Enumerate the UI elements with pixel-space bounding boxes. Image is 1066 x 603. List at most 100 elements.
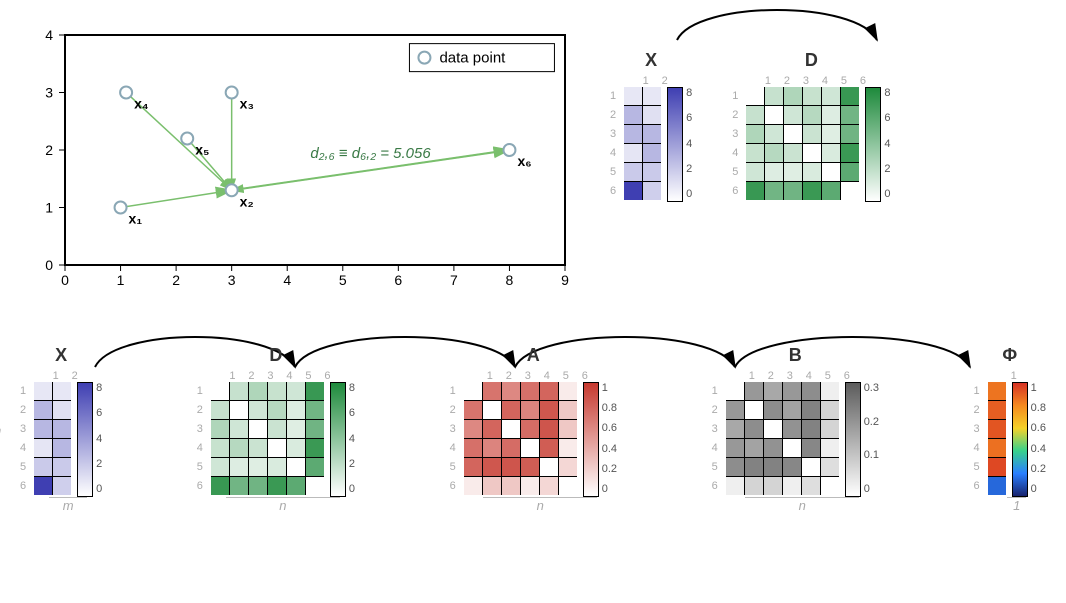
svg-text:d₂,₆ ≡ d₆,₂ = 5.056: d₂,₆ ≡ d₆,₂ = 5.056 (310, 145, 431, 162)
cell (802, 382, 820, 400)
cell (764, 458, 782, 476)
svg-text:8: 8 (506, 272, 514, 288)
cell (643, 182, 661, 200)
cell (249, 458, 267, 476)
cell (502, 458, 520, 476)
cell (464, 401, 482, 419)
cell (211, 420, 229, 438)
matrix-X: X1212345686420mn (20, 345, 102, 513)
cell (643, 163, 661, 181)
svg-text:x₅: x₅ (195, 142, 209, 158)
matrix-title: X (55, 345, 67, 366)
cell (726, 420, 744, 438)
cell (230, 477, 248, 495)
cell (745, 439, 763, 457)
svg-text:5: 5 (339, 272, 347, 288)
cell (306, 401, 324, 419)
cell (34, 420, 52, 438)
cell (230, 420, 248, 438)
cell (746, 125, 764, 143)
cell (764, 382, 782, 400)
cell (53, 420, 71, 438)
cell (726, 458, 744, 476)
cell (765, 144, 783, 162)
cell (783, 382, 801, 400)
cell (540, 382, 558, 400)
cell (726, 382, 744, 400)
cell (643, 125, 661, 143)
svg-text:1: 1 (45, 200, 53, 216)
cell (306, 382, 324, 400)
cell (53, 382, 71, 400)
cell (784, 163, 802, 181)
cell (841, 163, 859, 181)
cell (988, 401, 1006, 419)
svg-text:4: 4 (45, 27, 53, 43)
cell (821, 382, 839, 400)
top-arrow (622, 0, 1042, 50)
cell (746, 163, 764, 181)
cell (559, 477, 577, 495)
cell (34, 477, 52, 495)
cell (988, 458, 1006, 476)
cell (464, 477, 482, 495)
cell (643, 106, 661, 124)
cell (34, 401, 52, 419)
cell (211, 477, 229, 495)
matrix-X-top: X1212345686420 (610, 50, 692, 200)
cell (34, 382, 52, 400)
cell (802, 458, 820, 476)
cell (249, 420, 267, 438)
cell (464, 458, 482, 476)
matrix-title: X (645, 50, 657, 71)
cell (988, 382, 1006, 400)
cell (34, 439, 52, 457)
cell (803, 144, 821, 162)
cell (249, 477, 267, 495)
cell (726, 401, 744, 419)
cell (464, 439, 482, 457)
cell (306, 420, 324, 438)
cell (230, 458, 248, 476)
cell (502, 401, 520, 419)
svg-text:3: 3 (228, 272, 236, 288)
cell (783, 439, 801, 457)
matrix-B: B1234561234560.30.20.10n (712, 345, 879, 513)
cell (765, 182, 783, 200)
cell (483, 401, 501, 419)
cell (502, 420, 520, 438)
cell (249, 439, 267, 457)
svg-text:x₁: x₁ (129, 211, 143, 227)
cell (822, 144, 840, 162)
cell (287, 401, 305, 419)
svg-text:4: 4 (283, 272, 291, 288)
cell (624, 144, 642, 162)
scatter-plot: 012345678901234x₁x₂x₃x₄x₅x₆d₂,₆ ≡ d₆,₂ =… (20, 20, 580, 305)
cell (803, 106, 821, 124)
svg-text:data point: data point (439, 50, 506, 67)
svg-text:x₂: x₂ (240, 193, 254, 209)
matrix-D: D12345612345686420n (197, 345, 355, 513)
cell (230, 382, 248, 400)
cell (821, 458, 839, 476)
cell (822, 106, 840, 124)
cell (765, 87, 783, 105)
cell (726, 477, 744, 495)
cell (746, 182, 764, 200)
svg-text:2: 2 (45, 142, 53, 158)
cell (784, 106, 802, 124)
cell (803, 87, 821, 105)
cell (841, 144, 859, 162)
cell (624, 87, 642, 105)
matrix-D-top: D12345612345686420 (732, 50, 890, 200)
svg-text:1: 1 (117, 272, 125, 288)
cell (34, 458, 52, 476)
cell (53, 477, 71, 495)
cell (821, 420, 839, 438)
cell (784, 144, 802, 162)
cell (745, 401, 763, 419)
cell (559, 420, 577, 438)
cell (559, 401, 577, 419)
cell (230, 439, 248, 457)
cell (249, 382, 267, 400)
